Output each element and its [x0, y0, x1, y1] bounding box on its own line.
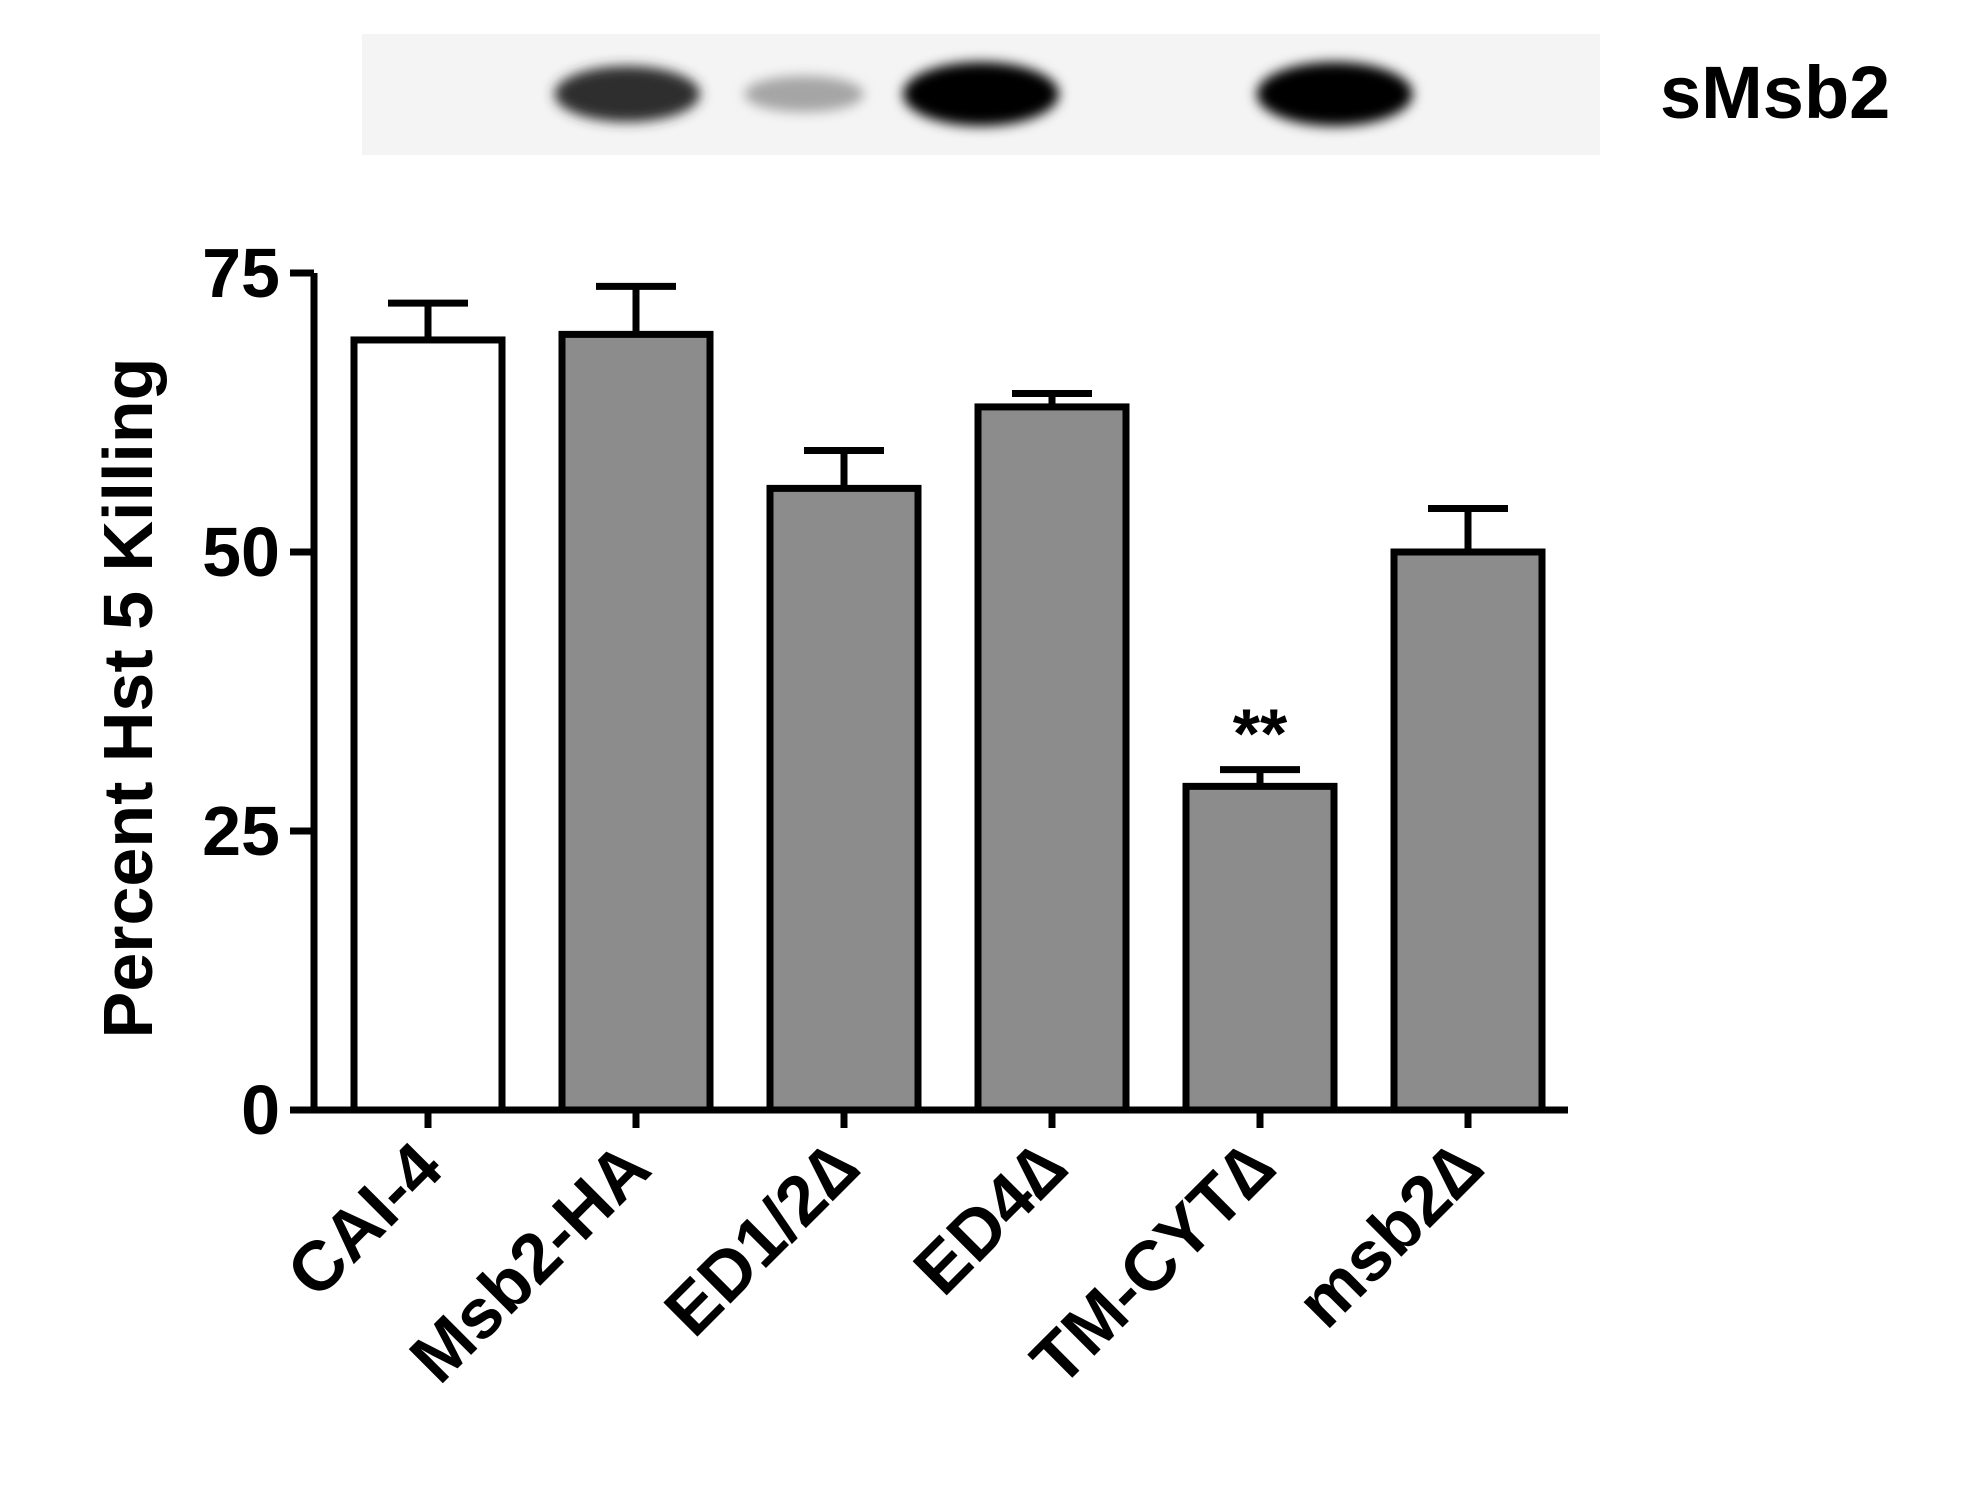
western-blot: [362, 34, 1600, 155]
bar: [350, 336, 506, 1114]
x-tick-label: ED1/2∆: [650, 1127, 873, 1350]
annotations: **: [1233, 695, 1288, 773]
x-tick-label: CAI-4: [272, 1127, 456, 1311]
blot-band: [1256, 62, 1413, 126]
y-tick-label: 50: [202, 513, 280, 591]
y-tick-label: 75: [202, 234, 280, 312]
y-axis-ticks: 0 25 50 75: [202, 234, 314, 1149]
significance-marker: **: [1233, 695, 1288, 773]
y-tick-label: 25: [202, 792, 280, 870]
x-tick-label: ED4∆: [899, 1127, 1081, 1309]
bars: [350, 282, 1546, 1114]
y-axis-label: Percent Hst 5 Killing: [89, 358, 167, 1039]
blot-band: [903, 62, 1059, 126]
bar: [974, 403, 1130, 1114]
bar: [766, 484, 922, 1114]
y-tick-label: 0: [241, 1071, 280, 1149]
blot-label: sMsb2: [1660, 51, 1890, 134]
blot-bands: [554, 62, 1413, 126]
bar: [558, 330, 714, 1114]
bar-chart: Percent Hst 5 Killing 0 25 50 75 CAI-4Msb2-…: [89, 234, 1568, 1400]
blot-band: [744, 76, 864, 112]
bar: [1182, 782, 1338, 1114]
blot-band: [554, 66, 701, 122]
bar: [1390, 548, 1546, 1114]
x-tick-label: msb2∆: [1282, 1127, 1497, 1342]
